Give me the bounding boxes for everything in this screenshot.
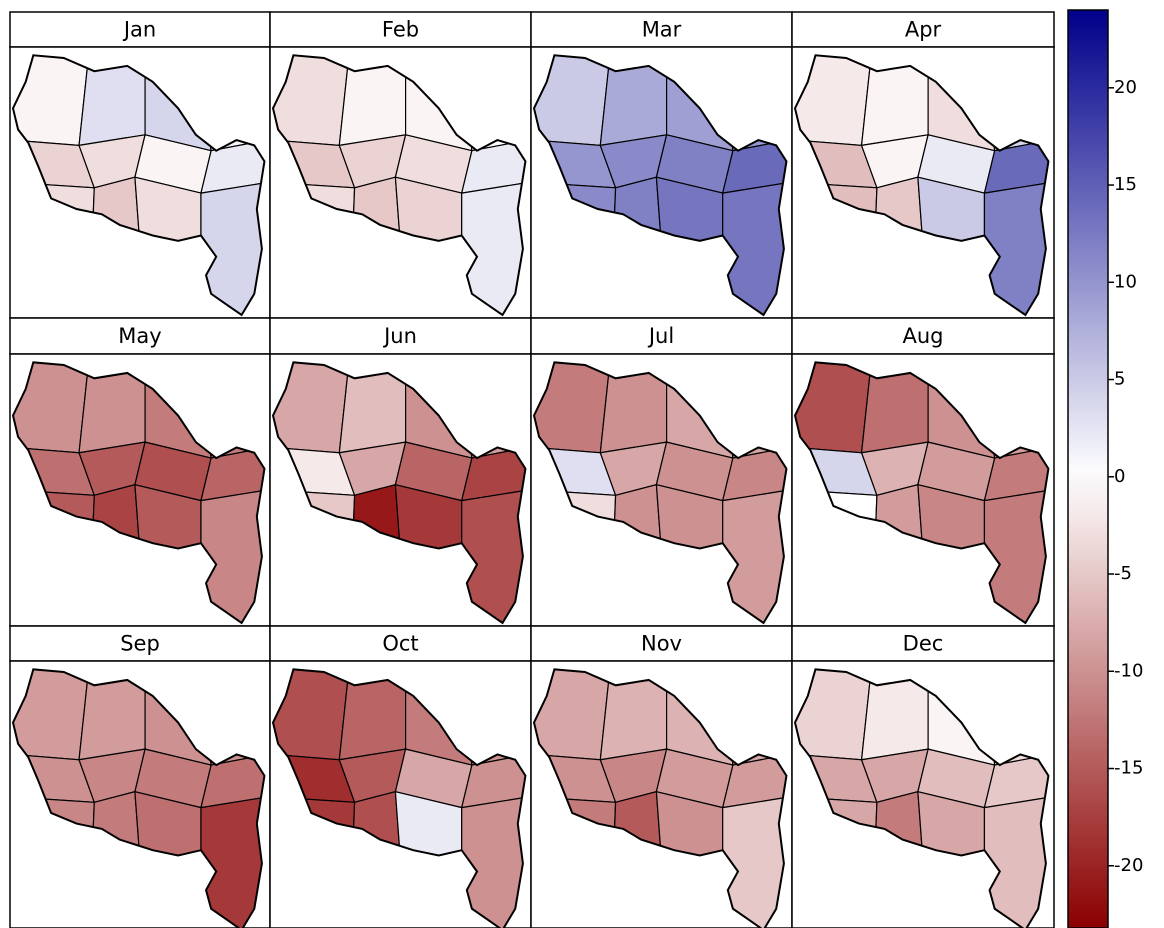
strip [530,625,793,662]
basin-outline [795,669,1048,928]
strip [269,11,532,48]
basin-outline [795,55,1048,315]
colorbar-tick-label: -15 [1114,758,1143,779]
basin-outline [13,55,264,315]
panel-title: Aug [902,324,943,348]
panel: Feb [270,12,531,318]
panel-title: Mar [642,18,682,42]
panel-title: Nov [641,632,682,656]
colorbar [1067,9,1109,928]
panel-title: Feb [382,18,419,42]
panel: Sep [10,626,270,928]
colorbar-tick-label: 15 [1114,174,1137,195]
basin-outline [13,669,264,928]
colorbar-tick-label: 10 [1114,271,1137,292]
basin-outline [13,362,264,623]
panel: Dec [792,626,1054,928]
panel: Mar [531,12,792,318]
colorbar-tick-label: 0 [1114,466,1125,487]
colorbar-tick-label: -20 [1114,855,1143,876]
strip [9,317,271,355]
colorbar-tick-label: -10 [1114,660,1143,681]
panel: Oct [270,626,531,928]
panel-title: May [118,324,161,348]
basin-outline [273,55,525,315]
panel-title: Jan [122,18,156,42]
basin-map [534,664,789,928]
strip [269,625,532,662]
basin-outline [273,362,525,623]
strip [530,11,793,48]
panel: Apr [792,12,1054,318]
basin-outline [534,362,786,623]
basin-outline [534,669,786,928]
strip [9,11,271,48]
basin-outline [795,362,1048,623]
panel: Jul [531,318,792,626]
panel: May [10,318,270,626]
strip [9,625,271,662]
colorbar-tick-label: 5 [1114,369,1125,390]
panel-title: Jul [647,324,674,348]
colorbar-tick-label: -5 [1114,563,1132,584]
panel-title: Dec [903,632,944,656]
basin-outline [273,669,525,928]
panel-title: Jun [382,324,417,348]
panel-title: Sep [120,632,160,656]
panel: Nov [531,626,792,928]
panel: Jun [270,318,531,626]
panel: Aug [792,318,1054,626]
panel-title: Oct [382,632,418,656]
strip [791,317,1055,355]
strip [791,625,1055,662]
colorbar-tick-label: 20 [1114,77,1137,98]
basin-outline [534,55,786,315]
panel-title: Apr [905,18,942,42]
panel: Jan [10,12,270,318]
